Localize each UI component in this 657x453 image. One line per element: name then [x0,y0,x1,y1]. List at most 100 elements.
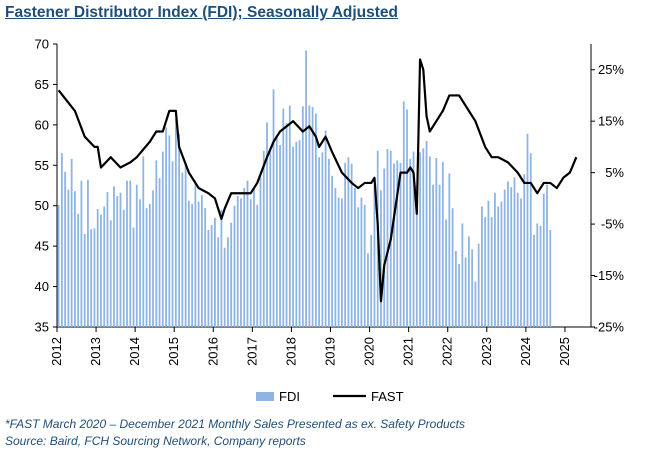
fdi-bar [135,184,138,327]
fdi-bar [194,180,197,327]
fdi-bar [327,158,330,327]
fdi-bar [171,161,174,327]
tick-labels: 35 40 45 50 55 60 65 70 -25% -15% -5% 5% 15% 25% 2012 2… [35,37,625,366]
fdi-bar [210,225,213,327]
left-tick-label: 45 [35,239,49,254]
x-tick-label: 2015 [166,337,181,366]
fdi-bar [227,237,229,327]
fdi-bar [490,217,493,327]
fdi-bar [441,162,444,327]
fdi-bar [373,186,376,327]
x-tick-label: 2018 [283,337,298,366]
fdi-bar [393,163,395,327]
left-tick-label: 35 [35,320,49,335]
fdi-bar [201,195,203,327]
x-tick-label: 2014 [127,337,142,366]
fdi-bar [542,193,545,327]
fdi-bar [500,201,503,327]
left-tick-label: 50 [35,198,49,213]
fdi-bar [207,229,210,327]
fdi-bar [507,181,509,327]
fdi-bar [272,89,275,327]
fdi-bar [435,158,438,327]
fdi-bar [168,135,171,327]
fdi-bar [256,204,259,327]
fdi-bar [360,197,363,327]
fdi-bar [220,209,223,327]
fdi-bar [497,206,500,327]
fdi-bar [481,206,483,327]
fdi-bar [428,156,431,327]
fdi-bar [370,234,373,327]
fdi-bar [461,223,464,327]
fast-line [57,58,578,303]
fdi-bar [432,184,434,327]
fdi-bar [109,220,112,327]
fdi-bar [165,127,167,327]
left-tick-label: 55 [35,158,49,173]
fdi-bar [243,187,246,327]
fdi-bar [402,101,405,327]
fdi-bar [350,163,353,327]
fdi-bar [262,150,265,327]
fdi-bar [406,109,408,328]
footnote-source: Source: Baird, FCH Sourcing Network, Com… [5,434,306,448]
fdi-bar [549,229,552,327]
fdi-bar [347,157,350,327]
x-tick-label: 2019 [323,337,338,366]
fdi-bar [288,105,291,327]
fdi-bar [113,186,115,327]
fdi-bar [539,225,542,327]
fdi-bar [357,207,360,327]
fdi-bar [184,163,187,327]
fdi-bar [448,173,451,327]
fdi-bar [279,145,281,327]
fdi-bar [314,113,317,327]
x-tick-label: 2021 [401,337,416,366]
fdi-bar [214,217,216,327]
fdi-bar [454,250,457,327]
fdi-bar [334,187,337,327]
fdi-bar [64,171,67,327]
fdi-bar [337,197,340,327]
right-tick-label: 5% [605,165,624,180]
fdi-bar [106,191,109,327]
footnote-fast: *FAST March 2020 – December 2021 Monthly… [5,417,466,431]
fdi-bar [445,219,447,327]
fdi-bars [57,50,552,328]
fdi-bar [191,204,194,327]
fdi-bar [80,180,83,327]
fdi-bar [484,217,487,327]
fdi-bar [396,160,399,327]
x-tick-label: 2016 [205,337,220,366]
chart-title: Fastener Distributor Index (FDI); Season… [5,4,399,21]
right-tick-label: 25% [598,62,624,77]
fdi-bar [119,192,122,327]
fdi-bar [223,247,226,327]
legend: FDI FAST [256,389,404,404]
fdi-bar [126,180,128,327]
fdi-bar [526,133,529,327]
fdi-bar [536,223,539,327]
fdi-bar [318,157,320,327]
fdi-bar [305,50,307,327]
fdi-bar [363,204,366,327]
fdi-bar [422,148,425,327]
fdi-bar [529,153,532,327]
x-tick-label: 2017 [244,337,259,366]
fdi-bar [60,153,63,327]
fdi-bar [487,200,490,327]
fdi-bar [474,281,477,327]
fdi-bar [523,174,526,327]
fdi-bar [249,199,252,327]
fdi-bar [311,107,314,327]
x-tick-label: 2013 [88,337,103,366]
fdi-bar [503,189,506,327]
fdi-bar [122,209,125,327]
fdi-bar [295,141,298,327]
fast-line-path [57,58,578,303]
fdi-bar [236,196,239,327]
fdi-bar [181,172,184,327]
fdi-bar [516,192,519,327]
fdi-bar [93,228,96,327]
